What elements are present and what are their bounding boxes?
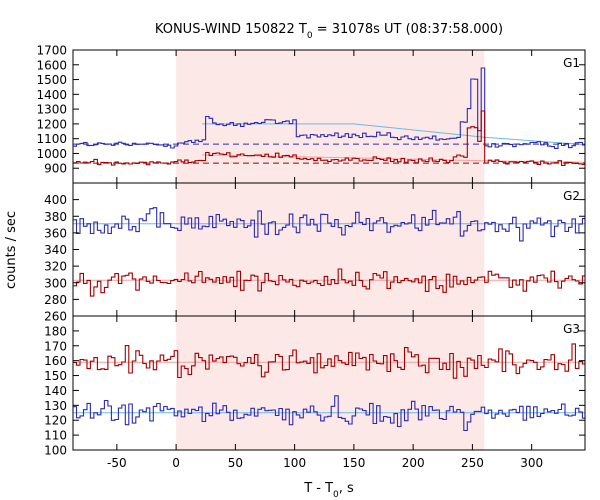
y-tick-label: 1400 [36, 88, 67, 102]
x-axis-label: T - T0, s [303, 481, 354, 500]
count-rate-series-1 [73, 343, 585, 379]
x-tick-label: 50 [228, 456, 243, 470]
axes-layer: 90010001100120013001400150016001700G1260… [36, 44, 586, 470]
y-tick-label: 1200 [36, 117, 67, 131]
x-tick-label: 300 [520, 456, 543, 470]
x-tick-label: -50 [107, 456, 127, 470]
panel-3-frame [72, 315, 586, 451]
x-axis-label-subscript: 0 [333, 490, 339, 500]
y-axis-label: counts / sec [4, 211, 19, 289]
y-tick-label: 120 [44, 414, 67, 428]
chart-title: KONUS-WIND 150822 T0 = 31078s UT (08:37:… [155, 22, 503, 41]
panel-3-plot-area [73, 343, 585, 432]
panel-label: G3 [563, 322, 580, 336]
chart-title-subscript: 0 [307, 31, 313, 41]
y-tick-label: 900 [44, 162, 67, 176]
x-tick-label: 100 [283, 456, 306, 470]
y-tick-label: 150 [44, 369, 67, 383]
count-rate-series-2 [73, 110, 585, 166]
x-axis-label-main: T - T [303, 481, 333, 496]
y-tick-label: 1000 [36, 147, 67, 161]
y-tick-label: 1600 [36, 58, 67, 72]
x-tick-label: 250 [461, 456, 484, 470]
panel-label: G2 [563, 189, 580, 203]
y-tick-label: 400 [44, 193, 67, 207]
y-tick-label: 340 [44, 243, 67, 257]
y-tick-label: 100 [44, 444, 67, 458]
y-tick-label: 170 [44, 339, 67, 353]
panel-2-plot-area [73, 207, 585, 297]
chart-title-rest: = 31078s UT (08:37:58.000) [313, 22, 503, 37]
y-tick-label: 280 [44, 293, 67, 307]
burst-interval-highlight [176, 183, 485, 316]
y-tick-label: 130 [44, 399, 67, 413]
y-tick-label: 1300 [36, 103, 67, 117]
y-tick-label: 1100 [36, 132, 67, 146]
y-tick-label: 300 [44, 276, 67, 290]
y-tick-label: 160 [44, 354, 67, 368]
count-rate-series-1 [73, 67, 585, 149]
count-rate-series-1 [73, 207, 585, 242]
y-tick-label: 260 [44, 310, 67, 324]
panel-1-plot-area [73, 67, 585, 166]
count-rate-series-2 [73, 395, 585, 432]
y-tick-label: 140 [44, 384, 67, 398]
y-tick-label: 320 [44, 260, 67, 274]
y-tick-label: 1700 [36, 44, 67, 58]
data-layer [73, 67, 585, 432]
x-tick-label: 0 [172, 456, 180, 470]
count-rate-series-2 [73, 268, 585, 297]
y-tick-label: 1500 [36, 73, 67, 87]
x-tick-label: 150 [342, 456, 365, 470]
highlight-layer [176, 50, 485, 450]
y-tick-label: 380 [44, 210, 67, 224]
burst-interval-highlight [176, 316, 485, 450]
x-tick-label: 200 [402, 456, 425, 470]
y-tick-label: 360 [44, 226, 67, 240]
y-tick-label: 110 [44, 429, 67, 443]
chart-title-main: KONUS-WIND 150822 T [155, 22, 307, 37]
x-axis-label-rest: , s [339, 481, 354, 496]
panel-label: G1 [563, 56, 580, 70]
y-tick-label: 180 [44, 324, 67, 338]
